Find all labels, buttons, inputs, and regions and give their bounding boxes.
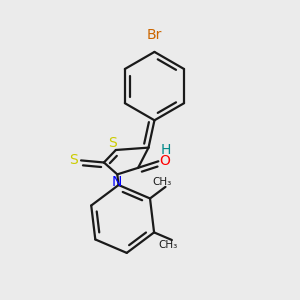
Text: S: S	[69, 153, 78, 167]
Text: CH₃: CH₃	[153, 176, 172, 187]
Text: CH₃: CH₃	[159, 240, 178, 250]
Text: Br: Br	[147, 28, 162, 42]
Text: O: O	[159, 154, 170, 168]
Text: H: H	[161, 143, 171, 158]
Text: S: S	[108, 136, 117, 151]
Text: N: N	[112, 175, 122, 188]
